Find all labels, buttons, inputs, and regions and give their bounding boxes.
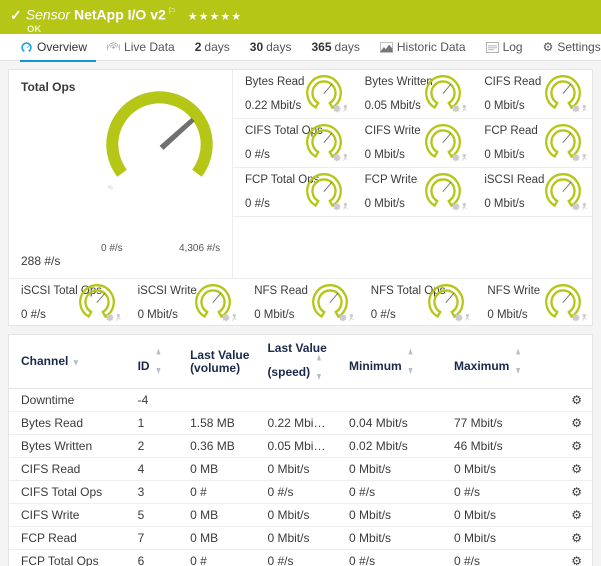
svg-text:%: % [108, 186, 114, 192]
